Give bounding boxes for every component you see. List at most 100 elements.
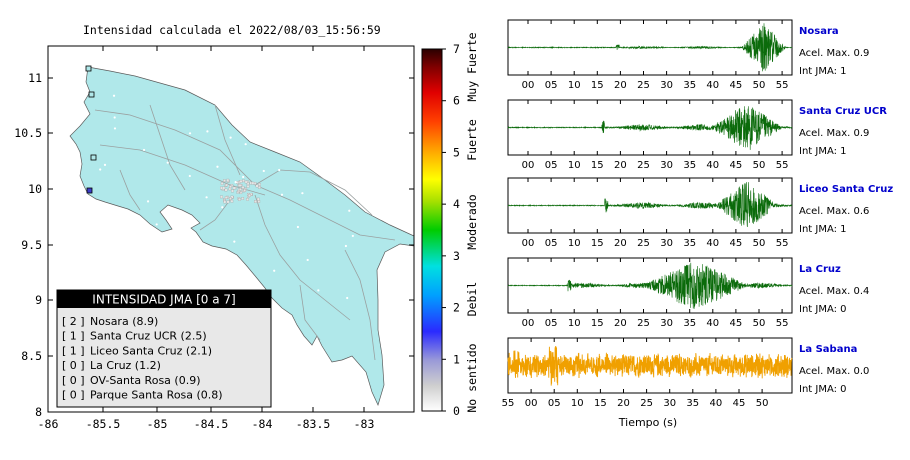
waveform-panel: 00 05 10 15 20 25 30 35 40 45 50 55 Santa Cruz UCR Ac…: [507, 99, 887, 171]
colorbar-category-label: Muy Fuerte: [465, 32, 479, 101]
station-name: Nosara: [799, 26, 839, 37]
waveform-tick-label: 00: [522, 238, 535, 249]
waveform-tick-label: 35: [683, 318, 696, 329]
waveform-panel: 00 05 10 15 20 25 30 35 40 45 50 55 Liceo Santa Cruz…: [507, 177, 893, 249]
colorbar-tick-label: 7: [453, 42, 460, 56]
legend-item-label: OV-Santa Rosa (0.9): [90, 374, 200, 387]
colorbar-category-label: Debil: [465, 282, 479, 317]
colorbar-category-label: Moderado: [465, 194, 479, 249]
waveform-tick-label: 15: [591, 238, 604, 249]
waveform-tick-label: 10: [568, 238, 581, 249]
map-y-tick-label: 8: [35, 405, 42, 419]
waveform-panel: 00 05 10 15 20 25 30 35 40 45 50 55 La Cruz Acel. Max…: [507, 257, 869, 329]
waveform-tick-label: 25: [640, 398, 653, 409]
waveform-tick-label: 30: [660, 160, 673, 171]
seismogram-trace: [507, 345, 793, 386]
colorbar-tick-label: 4: [453, 197, 460, 211]
station-markers: [85, 65, 97, 194]
station-name: Santa Cruz UCR: [799, 106, 887, 117]
colorbar-tick-label: 1: [453, 352, 460, 366]
waveform-tick-label: 15: [591, 160, 604, 171]
waveform-panel: 55 00 05 10 15 20 25 30 35 40 45 50 La Sabana Acel. M…: [502, 337, 869, 409]
colorbar-ticks: 0 1 2 3 4 5 6 7: [442, 42, 460, 418]
waveform-tick-label: 05: [548, 398, 561, 409]
colorbar-tick-label: 3: [453, 249, 460, 263]
seismogram-trace: [507, 182, 793, 227]
waveform-tick-label: 50: [756, 398, 769, 409]
station-name: Liceo Santa Cruz: [799, 184, 893, 195]
station-marker: [88, 91, 95, 98]
map-x-tick-label: -85.5: [86, 417, 121, 431]
map-y-tick-label: 10: [28, 182, 42, 196]
waveform-tick-label: 25: [637, 80, 650, 91]
legend-items: [ 2 ] Nosara (8.9) [ 1 ] Santa Cruz UCR (2.…: [62, 315, 223, 402]
map-x-tick-label: -84: [252, 417, 273, 431]
waveform-tick-label: 50: [753, 80, 766, 91]
waveform-tick-label: 30: [660, 238, 673, 249]
colorbar-labels: No sentido Debil Moderado Fuerte Muy Fuerte: [465, 32, 479, 412]
waveform-tick-label: 10: [568, 80, 581, 91]
waveform-tick-label: 55: [776, 160, 789, 171]
waveform-tick-label: 35: [683, 160, 696, 171]
map-axes: -86 -85.5 -85 -84.5 -84 -83.5 -83 11 10.5 10 9.5 9 8…: [14, 46, 414, 431]
waveform-tick-label: 30: [663, 398, 676, 409]
map-y-tick-label: 10.5: [14, 126, 42, 140]
seismogram-trace: [507, 23, 793, 72]
waveform-tick-label: 20: [614, 80, 627, 91]
waveform-tick-label: 35: [683, 238, 696, 249]
seismogram-trace: [507, 262, 793, 309]
colorbar-scale: [421, 48, 443, 412]
station-name: La Sabana: [799, 344, 857, 355]
waveform-tick-label: 05: [545, 80, 558, 91]
station-intensity: Int JMA: 0: [799, 304, 847, 315]
waveform-tick-label: 05: [545, 318, 558, 329]
colorbar-tick-label: 0: [453, 404, 460, 418]
waveform-tick-label: 50: [753, 238, 766, 249]
legend-item-code: [ 0 ]: [62, 389, 85, 402]
legend-item-label: La Cruz (1.2): [90, 359, 161, 372]
colorbar-category-label: No sentido: [465, 343, 479, 412]
waveform-tick-label: 10: [568, 160, 581, 171]
waveform-tick-label: 35: [683, 80, 696, 91]
waveform-tick-label: 45: [730, 318, 743, 329]
town-markers: [97, 83, 374, 309]
station-accel: Acel. Max. 0.9: [799, 48, 869, 59]
legend-item-label: Nosara (8.9): [90, 315, 158, 328]
waveform-tick-label: 55: [502, 398, 515, 409]
legend-item-code: [ 0 ]: [62, 359, 85, 372]
waveform-tick-label: 40: [706, 160, 719, 171]
legend-item-code: [ 1 ]: [62, 344, 85, 357]
waveform-tick-label: 15: [591, 318, 604, 329]
map-y-tick-label: 9: [35, 293, 42, 307]
station-marker: [86, 187, 93, 194]
legend-item-code: [ 1 ]: [62, 330, 85, 343]
colorbar-category-label: Fuerte: [465, 119, 479, 161]
waveform-tick-label: 55: [776, 238, 789, 249]
waveform-tick-label: 05: [545, 160, 558, 171]
colorbar-tick-label: 2: [453, 301, 460, 315]
colorbar-tick-label: 6: [453, 94, 460, 108]
waveform-tick-label: 00: [522, 80, 535, 91]
waveform-tick-label: 50: [753, 160, 766, 171]
waveform-tick-label: 40: [706, 80, 719, 91]
waveform-xlabel: Tiempo (s): [618, 416, 677, 429]
map-x-tick-label: -83: [354, 417, 375, 431]
map-y-tick-label: 11: [28, 71, 42, 85]
legend-title: INTENSIDAD JMA [0 a 7]: [92, 293, 235, 307]
waveform-tick-label: 00: [525, 398, 538, 409]
map-x-tick-label: -84.5: [194, 417, 229, 431]
waveform-tick-label: 15: [591, 80, 604, 91]
waveform-tick-label: 00: [522, 160, 535, 171]
costa-rica-land: [69, 66, 415, 406]
waveform-tick-label: 25: [637, 318, 650, 329]
waveform-tick-label: 50: [753, 318, 766, 329]
intensity-legend: INTENSIDAD JMA [0 a 7] [ 2 ] Nosara (8.9)…: [56, 289, 272, 408]
colorbar-tick-label: 5: [453, 145, 460, 159]
station-marker: [90, 154, 97, 161]
waveform-tick-label: 05: [545, 238, 558, 249]
station-intensity: Int JMA: 0: [799, 384, 847, 395]
legend-item-label: Liceo Santa Cruz (2.1): [90, 344, 212, 357]
waveform-tick-label: 55: [776, 80, 789, 91]
